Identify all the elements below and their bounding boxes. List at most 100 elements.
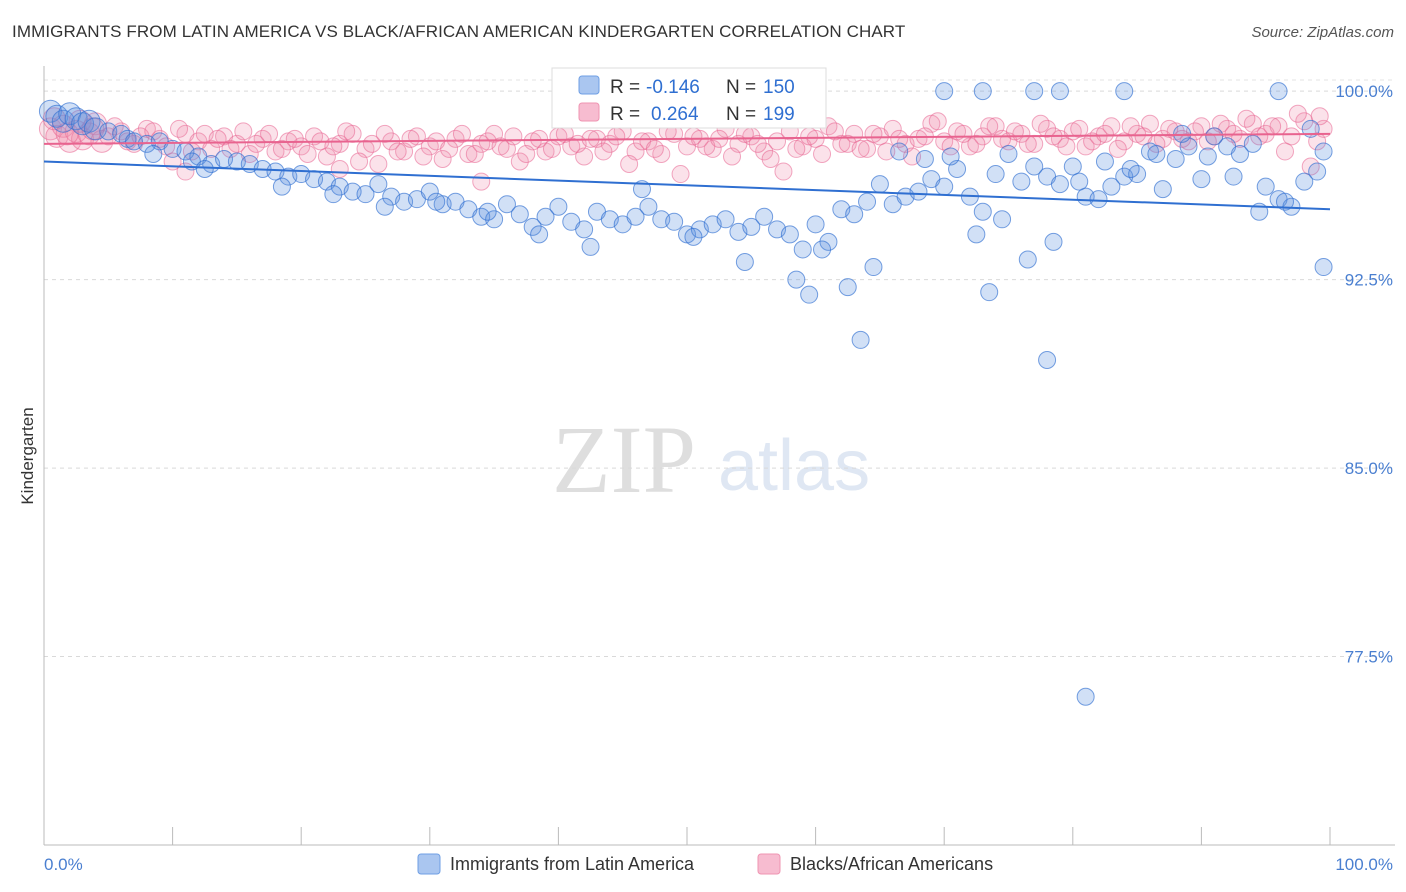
data-point [1256,177,1275,196]
legend-label-black-african-american: Blacks/African Americans [790,854,993,874]
source-label: Source: ZipAtlas.com [1251,24,1394,41]
data-point [941,147,960,166]
data-point [825,122,844,141]
data-point [581,237,600,256]
data-point [716,210,735,229]
data-point [1308,162,1327,181]
data-point [362,134,381,153]
data-point [793,240,812,259]
data-point [350,152,369,171]
x-tick-labels: 0.0% 100.0% [44,855,1393,874]
data-point [427,192,446,211]
data-point [77,109,101,133]
data-point [1102,177,1121,196]
data-point [195,160,214,179]
data-point [626,207,645,226]
data-point [1310,107,1329,126]
data-point [594,142,613,161]
data-point [761,149,780,168]
data-point [1121,160,1140,179]
data-point [530,129,549,148]
data-point [1275,192,1294,211]
data-point [414,147,433,166]
data-point [337,122,356,141]
data-point [1050,82,1069,101]
data-point [452,124,471,143]
data-point [980,283,999,302]
n-value-blue: 150 [763,77,795,98]
trend-line-blue [43,160,1331,211]
r-label-pink: R = [610,104,640,125]
data-point [324,137,343,156]
n-label-blue: N = [726,77,756,98]
data-point [1070,172,1089,191]
data-point [549,197,568,216]
data-point [234,122,253,141]
data-point [1237,109,1256,128]
data-point [813,240,832,259]
data-point [1224,167,1243,186]
data-point [864,124,883,143]
stats-legend: R = -0.146 N = 150 R = 0.264 N = 199 [551,67,827,129]
r-value-blue: -0.146 [646,77,700,98]
data-point [973,202,992,221]
data-point [864,258,883,277]
data-point [375,124,394,143]
data-point [1192,170,1211,189]
stats-blue-swatch [578,75,600,95]
data-point [433,149,452,168]
data-point [523,217,542,236]
data-point [1108,139,1127,158]
data-point [915,149,934,168]
watermark-zip: ZIP [552,406,696,513]
y-tick-label: 85.0% [1345,459,1393,478]
data-point [723,147,742,166]
x-tick-label-max: 100.0% [1335,855,1393,874]
data-point [735,253,754,272]
data-point [806,215,825,234]
data-point [420,182,439,201]
data-point [1025,157,1044,176]
data-point [472,172,491,191]
data-point [1166,149,1185,168]
data-point [440,139,459,158]
data-point [1198,147,1217,166]
data-point [401,129,420,148]
data-point [768,132,787,151]
data-point [465,144,484,163]
data-point [838,278,857,297]
data-point [800,127,819,146]
data-point [83,117,107,141]
watermark: ZIP atlas [552,406,870,513]
data-point [1295,172,1314,191]
data-point [632,180,651,199]
data-point [755,142,774,161]
data-point [247,134,266,153]
data-point [517,144,536,163]
data-point [1173,124,1192,143]
data-point [369,155,388,174]
data-point [967,134,986,153]
data-point [787,270,806,289]
data-point [1314,258,1333,277]
data-point [272,177,291,196]
data-point [272,139,291,158]
legend-label-latin-america: Immigrants from Latin America [450,854,695,874]
data-point [1269,82,1288,101]
data-point [1038,351,1057,370]
data-point [845,205,864,224]
data-point [787,139,806,158]
data-point [877,142,896,161]
data-point [497,195,516,214]
data-point [1288,104,1307,123]
data-point [851,139,870,158]
data-point [510,152,529,171]
data-point [1025,82,1044,101]
data-point [780,225,799,244]
data-point [1250,127,1269,146]
data-point [639,197,658,216]
data-point [1095,124,1114,143]
data-point [620,155,639,174]
data-point [909,182,928,201]
